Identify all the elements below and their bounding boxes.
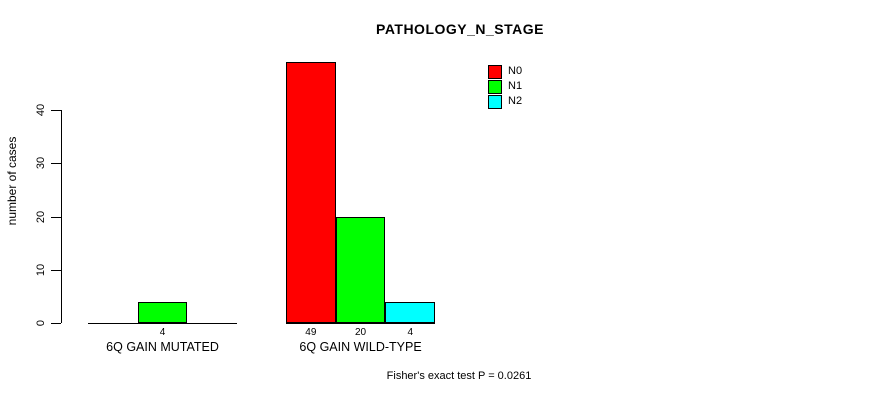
chart-title: PATHOLOGY_N_STAGE bbox=[376, 21, 544, 37]
y-tick-mark bbox=[51, 163, 61, 165]
bar-value-label: 20 bbox=[354, 327, 367, 338]
legend-row: N2 bbox=[488, 94, 523, 109]
legend-row: N0 bbox=[488, 64, 523, 79]
legend-label: N0 bbox=[508, 65, 523, 77]
y-tick-label: 30 bbox=[35, 157, 47, 170]
bar-value-label: 49 bbox=[305, 327, 317, 338]
legend-label: N1 bbox=[508, 80, 523, 92]
category-label: 6Q GAIN WILD-TYPE bbox=[299, 340, 422, 354]
y-tick-mark bbox=[51, 269, 61, 271]
legend-swatch-n1 bbox=[488, 79, 502, 94]
bar-n1 bbox=[335, 216, 386, 323]
legend-label: N2 bbox=[508, 95, 523, 107]
y-tick-label: 40 bbox=[35, 103, 47, 117]
category-label: 6Q GAIN MUTATED bbox=[106, 340, 219, 354]
y-tick-mark bbox=[51, 323, 61, 324]
bar-n2 bbox=[385, 301, 436, 323]
bar-value-label: 4 bbox=[407, 327, 414, 338]
y-axis-line bbox=[61, 110, 62, 323]
y-tick-label: 10 bbox=[35, 263, 47, 276]
x-axis-baseline bbox=[88, 323, 238, 324]
y-tick-mark bbox=[51, 110, 61, 111]
x-axis-baseline bbox=[286, 323, 436, 324]
bar-value-label: 4 bbox=[159, 327, 166, 338]
y-tick-label: 0 bbox=[35, 319, 47, 327]
y-axis-label: number of cases bbox=[5, 136, 19, 226]
bar-n1 bbox=[137, 301, 188, 323]
y-tick-mark bbox=[51, 216, 61, 218]
y-tick-label: 20 bbox=[35, 210, 47, 223]
legend-row: N1 bbox=[488, 79, 523, 94]
bar-n0 bbox=[286, 62, 336, 323]
legend-swatch-n2 bbox=[488, 94, 502, 109]
stat-test-annotation: Fisher's exact test P = 0.0261 bbox=[386, 370, 532, 382]
legend-swatch-n0 bbox=[488, 64, 502, 79]
